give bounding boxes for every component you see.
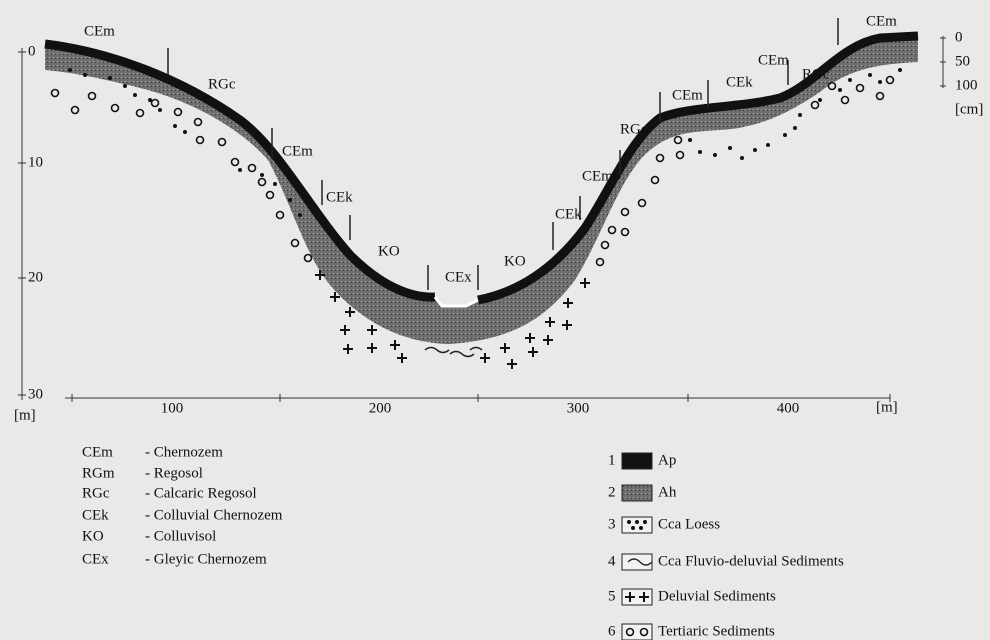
loess-dot [766, 143, 770, 147]
loess-dot [753, 148, 757, 152]
loess-dot [83, 73, 87, 77]
right-scale-unit: [cm] [955, 101, 983, 117]
soil-code: CEk [82, 507, 109, 523]
loess-dot [818, 98, 822, 102]
soil-code: KO [82, 528, 104, 544]
left-tick-label: 30 [28, 386, 43, 402]
loess-dot [838, 88, 842, 92]
bottom-tick-label: 300 [567, 400, 590, 416]
profile-label: CEm [84, 23, 115, 39]
loess-dot [173, 124, 177, 128]
layer-number: 1 [608, 452, 616, 468]
loess-dot [740, 156, 744, 160]
loess-dot [878, 80, 882, 84]
profile-label: CEk [326, 189, 353, 205]
loess-dot [183, 130, 187, 134]
profile-label: CEm [866, 13, 897, 29]
loess-dot [238, 168, 242, 172]
profile-label: CEm [282, 143, 313, 159]
profile-label: RGc [802, 66, 830, 82]
layer-swatch [622, 453, 652, 469]
layer-number: 3 [608, 516, 616, 532]
loess-dot [273, 182, 277, 186]
soil-name: - Regosol [145, 465, 203, 481]
loess-dot [635, 520, 639, 524]
loess-dot [793, 126, 797, 130]
bottom-tick-label: 400 [777, 400, 800, 416]
layer-number: 4 [608, 553, 616, 569]
profile-label: CEm [672, 87, 703, 103]
right-tick-label: 50 [955, 53, 970, 69]
profile-label: RGc [620, 121, 648, 137]
layer-swatch [622, 554, 652, 570]
soil-name: - Calcaric Regosol [145, 485, 257, 501]
layer-number: 2 [608, 484, 616, 500]
loess-dot [298, 213, 302, 217]
left-tick-label: 10 [28, 154, 43, 170]
loess-dot [133, 93, 137, 97]
layer-name: Ap [658, 452, 676, 468]
profile-label: KO [378, 243, 400, 259]
loess-dot [108, 76, 112, 80]
loess-dot [783, 133, 787, 137]
loess-dot [260, 173, 264, 177]
left-tick-label: 0 [28, 43, 36, 59]
profile-label: CEm [582, 168, 613, 184]
loess-dot [713, 153, 717, 157]
layer-name: Cca Fluvio-deluvial Sediments [658, 553, 844, 569]
layer-name: Tertiaric Sediments [658, 623, 775, 639]
profile-label: CEk [726, 74, 753, 90]
soil-name: - Colluvisol [145, 528, 216, 544]
layer-name: Cca Loess [658, 516, 720, 532]
loess-dot [728, 146, 732, 150]
layer-number: 6 [608, 623, 616, 639]
profile-label: RGc [208, 76, 236, 92]
loess-dot [123, 84, 127, 88]
loess-dot [688, 138, 692, 142]
loess-dot [631, 526, 635, 530]
layer-number: 5 [608, 588, 616, 604]
profile-label: CEk [555, 206, 582, 222]
right-tick-label: 100 [955, 77, 978, 93]
soil-code: RGc [82, 485, 110, 501]
left-axis-unit: [m] [14, 407, 36, 423]
page: 0 10 20 30 [m] 100 200 300 400 [m] 0 50 100 [cm] CEm RG… [0, 0, 990, 640]
loess-dot [639, 526, 643, 530]
profile-label: KO [504, 253, 526, 269]
loess-dot [898, 68, 902, 72]
loess-dot [868, 73, 872, 77]
layer-name: Ah [658, 484, 677, 500]
bottom-axis-unit: [m] [876, 399, 898, 415]
profile-label: CEx [445, 269, 472, 285]
bottom-tick-label: 200 [369, 400, 392, 416]
diagram: 0 10 20 30 [m] 100 200 300 400 [m] 0 50 100 [cm] CEm RG… [0, 0, 990, 640]
profile-label: CEm [758, 52, 789, 68]
layer-swatch [622, 485, 652, 501]
loess-dot [68, 68, 72, 72]
bottom-tick-label: 100 [161, 400, 184, 416]
soil-code: CEx [82, 551, 109, 567]
loess-dot [848, 78, 852, 82]
right-tick-label: 0 [955, 29, 963, 45]
layer-name: Deluvial Sediments [658, 588, 776, 604]
soil-code: RGm [82, 465, 115, 481]
soil-code: CEm [82, 444, 113, 460]
loess-dot [798, 113, 802, 117]
soil-name: - Colluvial Chernozem [145, 507, 283, 523]
soil-name: - Gleyic Chernozem [145, 551, 267, 567]
loess-dot [627, 520, 631, 524]
loess-dot [698, 150, 702, 154]
left-tick-label: 20 [28, 269, 43, 285]
layer-swatch [622, 517, 652, 533]
soil-name: - Chernozem [145, 444, 223, 460]
loess-dot [288, 198, 292, 202]
loess-dot [643, 520, 647, 524]
loess-dot [158, 108, 162, 112]
